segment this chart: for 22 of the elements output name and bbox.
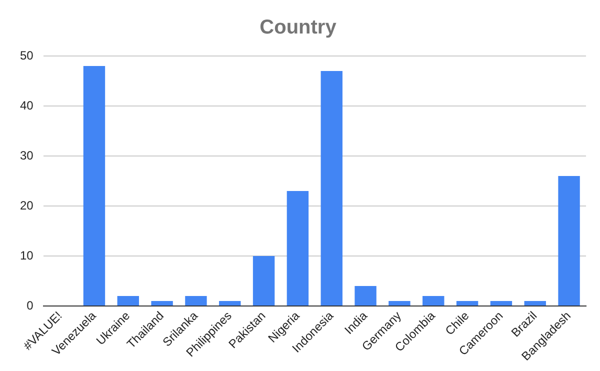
bar: [490, 300, 512, 306]
bar: [83, 66, 106, 306]
bar: [524, 300, 546, 306]
bar: [422, 296, 444, 306]
chart-title: Country: [260, 16, 338, 39]
bar: [252, 256, 275, 306]
bar: [286, 191, 309, 306]
y-tick-label: 10: [20, 248, 34, 262]
bar: [456, 300, 478, 306]
bar: [219, 300, 241, 306]
bar: [117, 296, 139, 306]
y-tick-label: 40: [20, 98, 34, 112]
y-tick-label: 0: [26, 298, 34, 312]
bar: [320, 71, 342, 306]
bar: [558, 176, 580, 306]
bar: [185, 296, 207, 306]
bar: [354, 286, 376, 306]
y-tick-label: 20: [20, 198, 34, 212]
bar: [388, 300, 410, 306]
y-tick-label: 50: [20, 48, 34, 62]
y-tick-label: 30: [20, 148, 34, 162]
bar: [151, 300, 173, 306]
